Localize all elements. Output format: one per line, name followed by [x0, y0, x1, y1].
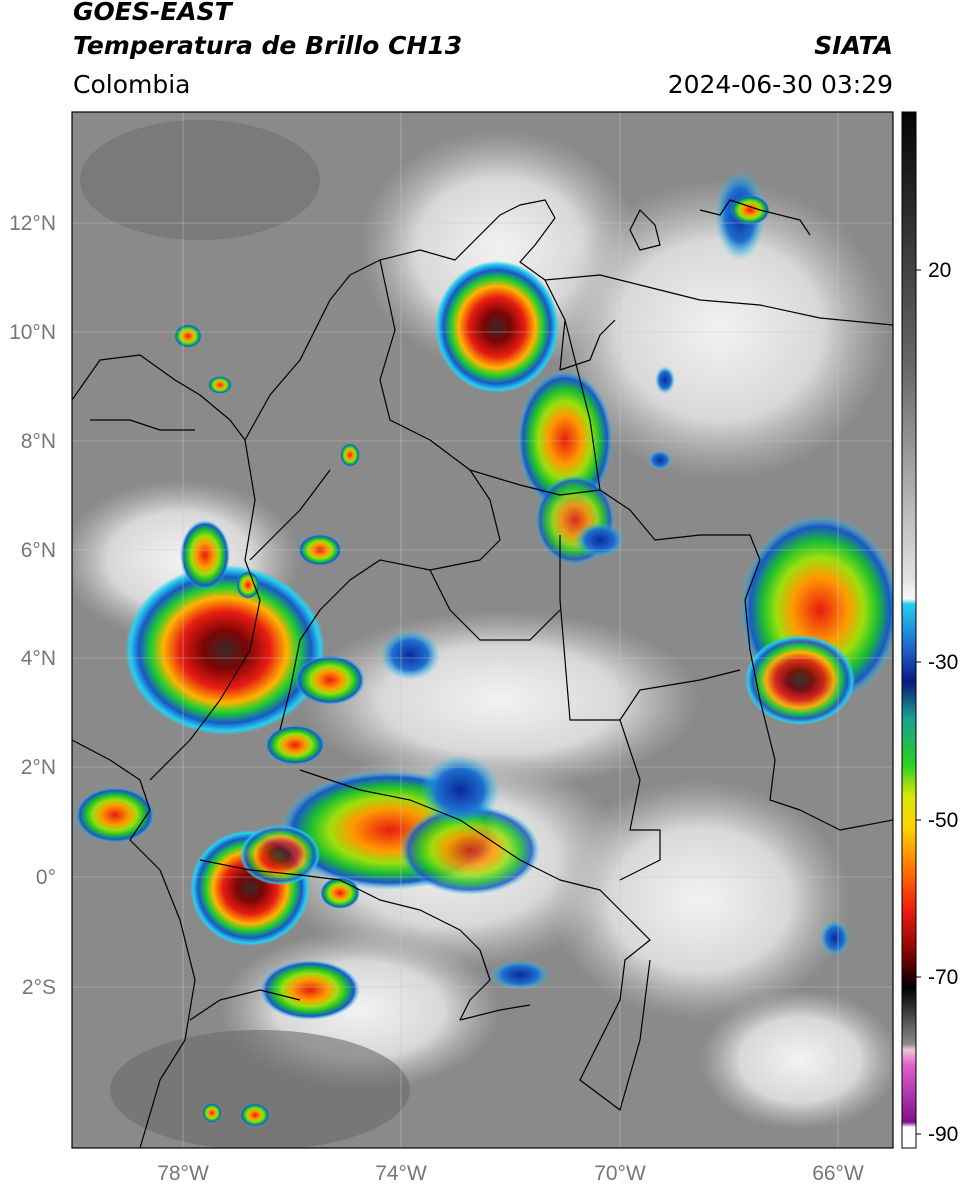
colorbar-tick: -70 [928, 966, 958, 989]
lat-tick: 2°N [21, 756, 56, 779]
satellite-title: GOES-EAST [73, 0, 232, 26]
colorbar-tick: -50 [928, 809, 958, 832]
region-label: Colombia [73, 70, 191, 99]
lon-tick: 78°W [157, 1162, 209, 1185]
product-title: Temperatura de Brillo CH13 [73, 31, 463, 60]
map-frame [71, 111, 894, 1149]
lon-tick: 66°W [812, 1162, 864, 1185]
lat-tick: 8°N [21, 430, 56, 453]
lon-axis: 78°W 74°W 70°W 66°W [157, 1162, 864, 1185]
organization-label: SIATA [814, 31, 893, 60]
lat-tick: 0° [36, 866, 56, 889]
boundaries [72, 199, 893, 1148]
colorbar-tick: -30 [928, 651, 958, 674]
colorbar-tick: -90 [928, 1123, 958, 1146]
lon-tick: 70°W [594, 1162, 646, 1185]
lon-tick: 74°W [375, 1162, 427, 1185]
colorbar-tick-marks [916, 269, 921, 1135]
lat-tick: 12°N [9, 212, 56, 235]
colorbar [901, 111, 917, 1149]
ir-imagery [72, 112, 893, 1148]
lat-tick: 6°N [21, 539, 56, 562]
timestamp-label: 2024-06-30 03:29 [667, 70, 893, 99]
lat-tick: 4°N [21, 647, 56, 670]
lat-tick: 10°N [9, 321, 56, 344]
lat-axis: 12°N 10°N 8°N 6°N 4°N 2°N 0° 2°S [9, 212, 56, 999]
colorbar-tick: 20 [928, 259, 951, 282]
colorbar-labels: 20 -30 -50 -70 -90 [928, 259, 958, 1146]
lat-tick: 2°S [22, 976, 56, 999]
